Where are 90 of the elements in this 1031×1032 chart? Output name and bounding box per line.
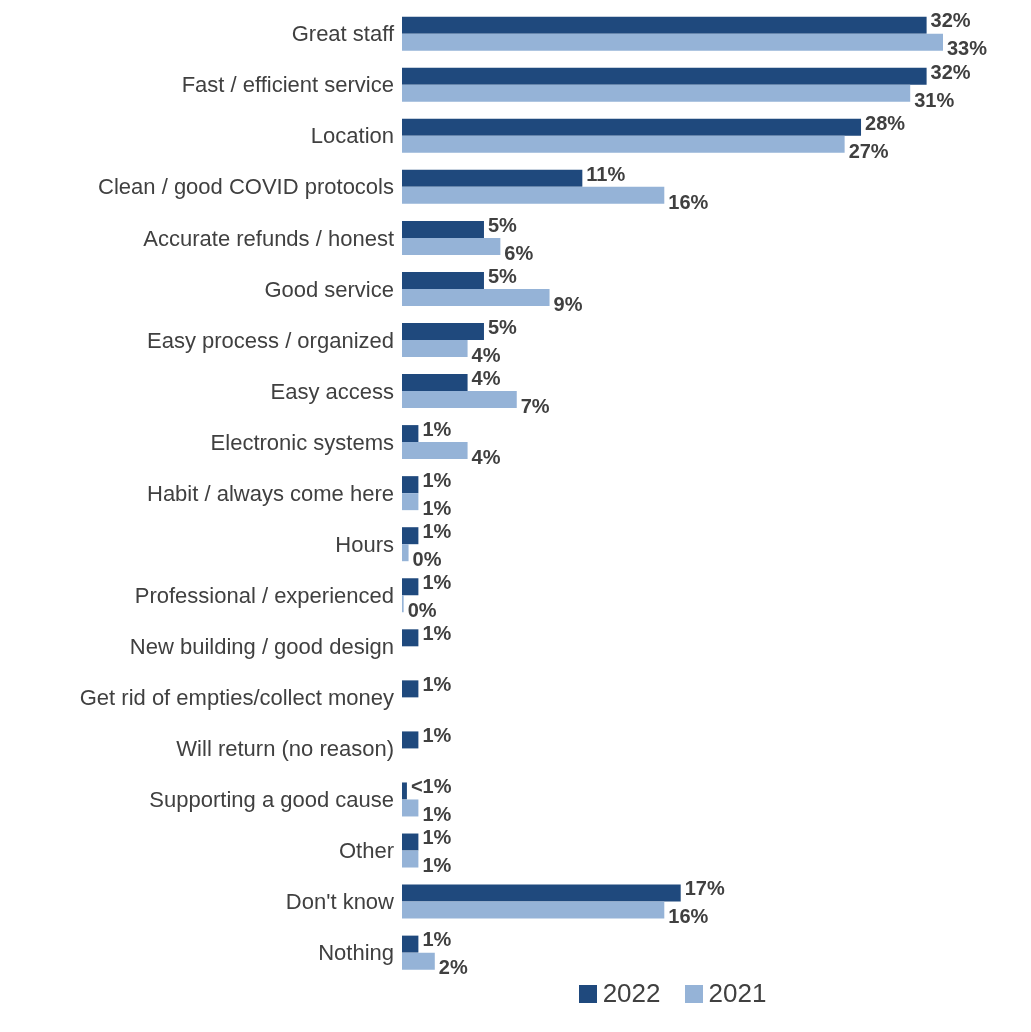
bar xyxy=(402,135,845,153)
y-tick-label: Hours xyxy=(335,531,394,557)
bar xyxy=(402,629,419,647)
data-label: 5% xyxy=(487,213,518,236)
bar xyxy=(402,339,468,357)
y-tick-label: Don't know xyxy=(285,889,395,915)
y-tick-label: Great staff xyxy=(291,21,395,47)
data-label: 1% xyxy=(422,673,452,696)
bar xyxy=(402,493,419,511)
legend-label: 2021 xyxy=(707,978,767,1009)
y-tick-label: New building / good design xyxy=(129,633,394,659)
data-label: 17% xyxy=(684,877,725,900)
data-label: 1% xyxy=(422,519,452,542)
data-label: 5% xyxy=(487,264,518,287)
y-tick-label: Good service xyxy=(264,276,394,302)
data-label: 16% xyxy=(668,190,709,213)
y-tick-label: Easy process / organized xyxy=(146,327,394,353)
y-tick-label: Get rid of empties/collect money xyxy=(79,685,394,711)
data-label: 1% xyxy=(422,622,452,645)
y-tick-label: Fast / efficient service xyxy=(181,72,394,98)
y-tick-label: Supporting a good cause xyxy=(149,787,394,813)
bar xyxy=(402,544,409,562)
bar xyxy=(402,16,927,34)
bar xyxy=(402,391,517,409)
bar xyxy=(402,169,583,187)
data-label: 7% xyxy=(520,394,550,417)
bar xyxy=(402,952,435,970)
data-label: 1% xyxy=(422,571,452,594)
bar xyxy=(402,220,484,238)
data-label: 33% xyxy=(947,37,988,60)
bar xyxy=(402,322,484,340)
y-tick-label: Clean / good COVID protocols xyxy=(98,174,394,200)
y-tick-label: Electronic systems xyxy=(210,429,394,455)
data-label: 5% xyxy=(487,315,518,338)
bar xyxy=(402,288,550,306)
data-label: 28% xyxy=(865,111,906,134)
bar xyxy=(402,271,484,289)
data-label: 1% xyxy=(422,468,452,491)
y-tick-label: Habit / always come here xyxy=(147,480,394,506)
bar xyxy=(402,374,468,392)
data-label: 32% xyxy=(930,60,971,83)
bar xyxy=(402,833,419,851)
data-label: 1% xyxy=(422,417,452,440)
data-label: 1% xyxy=(422,928,452,951)
bar xyxy=(402,67,927,85)
bar xyxy=(402,799,419,817)
data-label: <1% xyxy=(410,775,452,798)
bar xyxy=(402,425,419,443)
legend-label: 2022 xyxy=(601,978,661,1009)
bar xyxy=(402,442,468,460)
data-label: 0% xyxy=(412,547,442,570)
data-label: 4% xyxy=(471,445,501,468)
bar xyxy=(402,901,665,919)
y-tick-label: Easy access xyxy=(270,378,394,404)
bar xyxy=(402,731,419,749)
data-label: 1% xyxy=(422,826,452,849)
bar xyxy=(402,578,419,596)
data-label: 0% xyxy=(407,599,437,622)
bar xyxy=(402,33,943,51)
bar xyxy=(402,935,419,953)
data-label: 1% xyxy=(422,496,452,519)
bar xyxy=(402,680,419,698)
bar xyxy=(402,118,862,136)
bar xyxy=(402,476,419,494)
data-label: 9% xyxy=(553,292,583,315)
data-label: 32% xyxy=(930,9,971,32)
y-tick-label: Location xyxy=(310,123,394,149)
bar xyxy=(402,884,681,902)
data-label: 6% xyxy=(504,241,534,264)
y-tick-label: Accurate refunds / honest xyxy=(143,225,394,251)
y-tick-label: Other xyxy=(338,838,394,864)
data-label: 4% xyxy=(471,366,501,389)
y-tick-label: Professional / experienced xyxy=(134,582,394,608)
data-label: 2% xyxy=(438,956,468,979)
data-label: 27% xyxy=(848,139,889,162)
y-tick-label: Nothing xyxy=(318,940,394,966)
data-label: 31% xyxy=(914,88,955,111)
data-label: 1% xyxy=(422,724,452,747)
bar xyxy=(402,186,665,204)
bar xyxy=(402,782,407,800)
bar xyxy=(402,527,419,545)
y-tick-label: Will return (no reason) xyxy=(176,736,394,762)
data-label: 11% xyxy=(586,162,626,185)
bar xyxy=(402,850,419,868)
data-label: 16% xyxy=(668,905,709,928)
data-label: 1% xyxy=(422,803,452,826)
bar xyxy=(402,237,501,255)
data-label: 1% xyxy=(422,854,452,877)
bar xyxy=(402,84,911,102)
data-label: 4% xyxy=(471,343,501,366)
